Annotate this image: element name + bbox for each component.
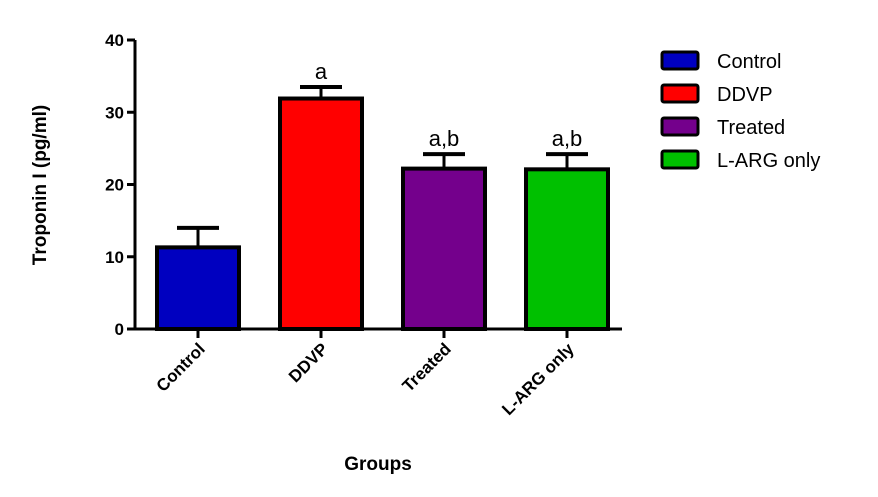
legend-label: Control (717, 51, 781, 73)
legend-label: DDVP (717, 84, 773, 106)
bar-treated (401, 166, 487, 331)
y-tick-label: 0 (115, 320, 124, 339)
x-tick-label: DDVP (285, 339, 332, 386)
legend-swatch (660, 149, 700, 170)
legend-label: L-ARG only (717, 150, 820, 172)
y-tick-label: 40 (105, 31, 124, 50)
x-tick-label: Control (153, 339, 209, 395)
bar-l-arg-only (524, 167, 610, 331)
x-tick-label: L-ARG only (498, 339, 578, 419)
y-tick-label: 10 (105, 248, 124, 267)
x-tick-label: Treated (399, 339, 455, 395)
legend-label: Treated (717, 117, 785, 139)
bar-control (155, 245, 241, 331)
y-axis-label: Troponin I (pg/ml) (30, 105, 51, 265)
significance-label: a (315, 59, 328, 84)
y-tick-label: 30 (105, 103, 124, 122)
significance-label: a,b (429, 126, 460, 151)
legend-swatch (660, 116, 700, 137)
x-axis-label: Groups (344, 454, 412, 475)
legend: Control DDVP Treated L-ARG only (660, 50, 820, 172)
significance-label: a,b (552, 126, 583, 151)
legend-swatch (660, 50, 700, 71)
legend-swatch (660, 83, 700, 104)
y-tick-label: 20 (105, 176, 124, 195)
bar-ddvp (278, 96, 364, 331)
